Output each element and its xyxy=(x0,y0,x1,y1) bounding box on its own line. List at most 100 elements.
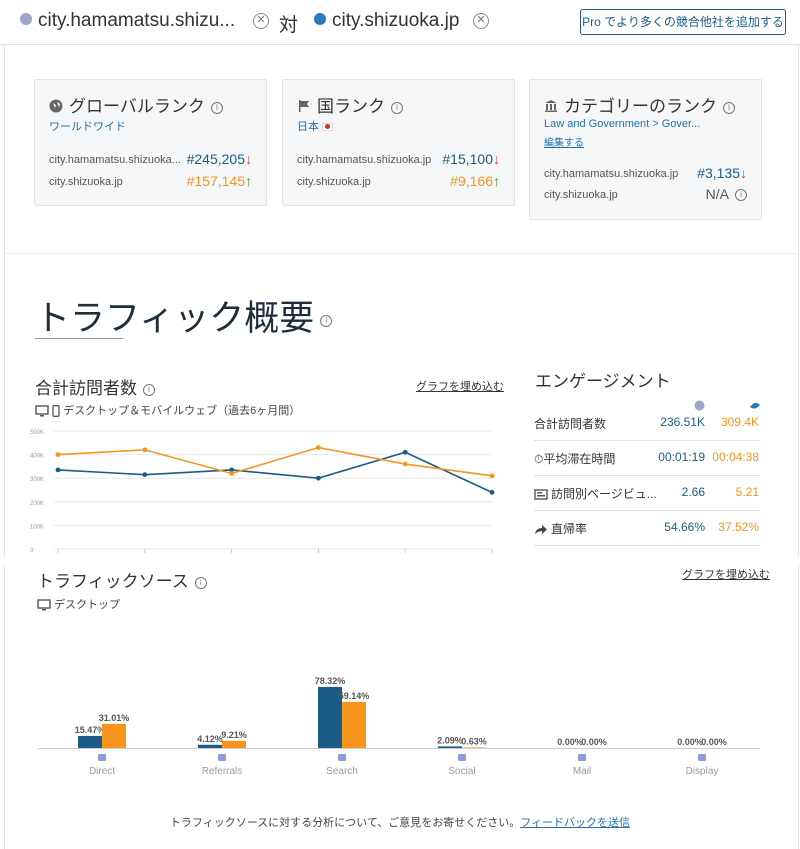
data-point xyxy=(55,467,61,473)
engagement-value-site1: 00:01:19 xyxy=(658,450,705,464)
y-tick-label: 500K xyxy=(30,430,44,436)
engagement-row: 訪問別ページビュ... 2.66 5.21 xyxy=(534,475,761,511)
embed-sources-link[interactable]: グラフを埋め込む xyxy=(682,569,770,581)
traffic-sources-title-text: トラフィックソース xyxy=(37,572,189,591)
engagement-label-text: 訪問別ページビュ... xyxy=(551,487,657,501)
device-filter[interactable]: デスクトップ＆モバイルウェブ（過去6ヶ月間） xyxy=(35,402,300,418)
y-tick-label: 0 xyxy=(30,548,34,554)
bar-value-label: 4.12% xyxy=(197,734,223,744)
category-rank-value1-text: #3,135 xyxy=(697,165,740,181)
info-icon[interactable]: i xyxy=(143,383,155,396)
flag-icon xyxy=(299,99,309,112)
bar-value-label: 0.00% xyxy=(557,737,583,747)
category-rank-value2-text: N/A xyxy=(705,186,729,202)
global-rank-site1: city.hamamatsu.shizuoka... xyxy=(49,154,181,166)
engagement-label: 合計訪問者数 xyxy=(534,417,607,431)
traffic-sources-bar-chart: 15.47% 31.01% Direct 4.12%9.21% Referrals 78.… xyxy=(38,676,760,777)
country-rank-value1-text: #15,100 xyxy=(442,151,493,167)
globe-icon xyxy=(49,99,63,113)
engagement-row: ⏱平均滞在時間 00:01:19 00:04:38 xyxy=(534,440,761,476)
bar-direct-2 xyxy=(102,723,126,748)
traffic-sources-title: トラフィックソース i xyxy=(37,567,207,592)
data-point xyxy=(229,467,235,473)
country-rank-scope[interactable]: 日本 xyxy=(297,118,334,134)
country-rank-label: 国ランク xyxy=(317,97,385,116)
global-rank-site2: city.shizuoka.jp xyxy=(49,176,123,188)
category-rank-site1: city.hamamatsu.shizuoka.jp xyxy=(544,168,679,180)
site1-chip[interactable]: city.hamamatsu.shizu... xyxy=(20,10,235,32)
y-tick-label: 200K xyxy=(30,501,44,507)
country-rank-value2-text: #9,166 xyxy=(450,173,493,189)
category-rank-scope[interactable]: Law and Government > Gover... xyxy=(544,118,701,130)
edit-category-link[interactable]: 編集する xyxy=(544,138,584,149)
feedback-link[interactable]: フィードバックを送信 xyxy=(520,817,631,829)
category-rank-value1: #3,135↓ xyxy=(697,165,747,181)
bar-search-2 xyxy=(342,701,366,748)
category-label: Mail xyxy=(573,766,591,777)
bar-value-label: 0.00% xyxy=(581,737,607,747)
bar-social-1 xyxy=(438,746,462,748)
series-line-1 xyxy=(57,451,493,494)
site1-name: city.hamamatsu.shizu... xyxy=(38,10,236,31)
engagement-value-site2: 37.52% xyxy=(718,520,759,534)
data-point xyxy=(489,489,495,495)
country-rank-site2: city.shizuoka.jp xyxy=(297,176,371,188)
global-rank-value1-text: #245,205 xyxy=(186,151,245,167)
site2-chip[interactable]: city.shizuoka.jp xyxy=(314,10,459,32)
category-rank-site2: city.shizuoka.jp xyxy=(544,189,618,201)
engagement-value-site1: 54.66% xyxy=(664,520,705,534)
engagement-label-text: 平均滞在時間 xyxy=(543,452,616,466)
global-rank-scope[interactable]: ワールドワイド xyxy=(49,121,126,133)
desktop-icon xyxy=(37,599,51,611)
engagement-value-site2: 309.4K xyxy=(720,415,759,429)
page-title-text: トラフィック概要 xyxy=(35,299,315,338)
sources-device-filter[interactable]: デスクトップ xyxy=(37,596,120,612)
site2-favicon-icon xyxy=(314,12,326,25)
data-point xyxy=(142,447,148,453)
sources-device-label: デスクトップ xyxy=(54,599,121,611)
bar-value-label: 78.32% xyxy=(315,676,346,686)
visits-title-text: 合計訪問者数 xyxy=(35,379,137,398)
bar-referrals-1 xyxy=(198,744,222,748)
global-rank-value2-text: #157,145 xyxy=(186,173,245,189)
add-competitors-button[interactable]: Pro でより多くの競合他社を追加する xyxy=(580,9,786,35)
feedback-bar: トラフィックソースに対する分析について、ご意見をお寄せください。フィードバックを… xyxy=(0,814,800,830)
search-icon xyxy=(338,754,346,761)
y-tick-label: 100K xyxy=(30,524,44,530)
bar-value-label: 59.14% xyxy=(339,691,370,701)
info-icon[interactable]: i xyxy=(723,101,735,114)
bar-value-label: 15.47% xyxy=(75,725,106,735)
bar-search-1 xyxy=(318,686,342,748)
info-icon[interactable]: i xyxy=(391,101,403,114)
remove-site1-close-icon[interactable]: ✕ xyxy=(253,13,269,29)
engagement-row: 直帰率 54.66% 37.52% xyxy=(534,510,761,546)
device-label: デスクトップ＆モバイルウェブ（過去6ヶ月間） xyxy=(63,405,301,417)
country-name: 日本 xyxy=(297,121,319,133)
global-rank-value1: #245,205↓ xyxy=(187,151,252,167)
info-icon[interactable]: i xyxy=(320,314,333,327)
info-icon[interactable]: i xyxy=(194,576,207,589)
display-icon xyxy=(698,754,706,761)
category-rank-card: カテゴリーのランク i Law and Government > Gover...… xyxy=(529,79,762,220)
direct-icon xyxy=(98,754,106,761)
embed-graph-link[interactable]: グラフを埋め込む xyxy=(416,381,504,393)
comparison-header: city.hamamatsu.shizu... ✕ 対 city.shizuok… xyxy=(0,0,800,45)
remove-site2-close-icon[interactable]: ✕ xyxy=(473,13,489,29)
country-rank-site1: city.hamamatsu.shizuoka.jp xyxy=(297,154,432,166)
country-rank-value1: #15,100↓ xyxy=(442,151,500,167)
bar-value-label: 0.00% xyxy=(677,737,703,747)
site1-favicon-icon xyxy=(694,400,705,411)
engagement-label: 訪問別ページビュ... xyxy=(534,485,657,502)
bar-value-label: 0.00% xyxy=(701,737,727,747)
building-icon xyxy=(545,99,557,112)
data-point xyxy=(142,472,148,478)
bar-direct-1 xyxy=(78,735,102,748)
engagement-value-site1: 236.51K xyxy=(660,415,705,429)
data-point xyxy=(489,473,495,479)
info-icon[interactable]: i xyxy=(210,101,223,114)
mail-icon xyxy=(578,754,586,761)
info-icon[interactable]: i xyxy=(735,189,747,202)
engagement-label-text: 直帰率 xyxy=(551,522,588,536)
global-rank-value2: #157,145↑ xyxy=(187,173,252,189)
trend-down-icon: ↓ xyxy=(740,165,747,181)
